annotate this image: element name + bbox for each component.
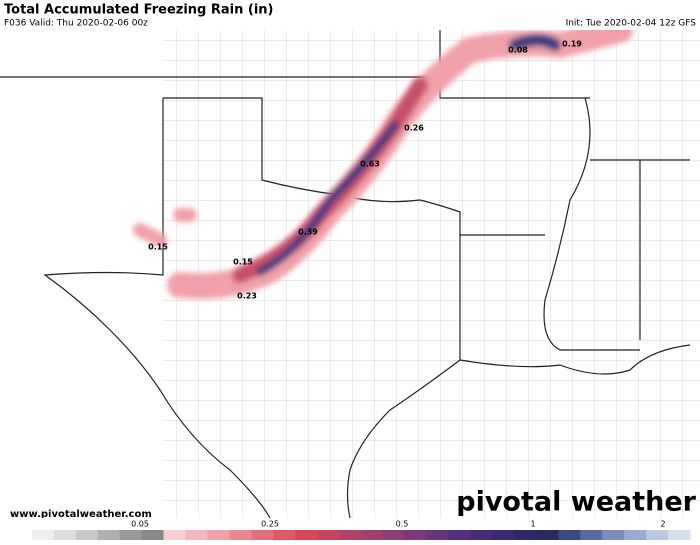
colorbar-label: 0.05 [131,520,149,529]
colorbar-segment [558,530,581,540]
colorbar-segment [470,530,494,540]
colorbar-segment [448,530,472,540]
colorbar-segment [426,530,450,540]
colorbar-segment [97,530,121,540]
colorbar-segment [514,530,537,540]
colorbar-segment [31,530,55,540]
point-label: 0.19 [562,40,582,49]
colorbar: 0.05 0.25 0.5 1 2 [10,520,691,540]
mexico-area [0,30,163,518]
colorbar-segment [602,530,625,540]
colorbar-segment [668,530,691,540]
colorbar-segment [119,530,143,540]
colorbar-segment [273,530,296,540]
colorbar-segment [75,530,99,540]
point-label: 0.63 [360,160,380,169]
colorbar-segment [646,530,669,540]
colorbar-label: 0.5 [396,520,409,529]
colorbar-segment [295,530,318,540]
point-label: 0.15 [233,258,253,267]
colorbar-segment [185,530,208,540]
colorbar-segment [163,530,186,540]
colorbar-segment [536,530,559,540]
title: Total Accumulated Freezing Rain (in) [4,3,273,18]
init-time: Init: Tue 2020-02-04 12z GFS [566,19,697,29]
colorbar-segment [141,530,165,540]
point-labels: 0.08 0.19 0.26 0.63 0.39 0.15 0.15 0.23 [148,40,582,301]
colorbar-segment [251,530,274,540]
point-label: 0.08 [508,46,528,55]
colorbar-segment [229,530,252,540]
colorbar-segment [317,530,340,540]
point-label: 0.15 [148,243,168,252]
point-label: 0.23 [237,292,257,301]
colorbar-label: 2 [660,520,665,529]
colorbar-label: 0.25 [261,520,279,529]
point-label: 0.39 [298,228,318,237]
colorbar-segment [382,530,406,540]
point-label: 0.26 [404,124,424,133]
header-bg [0,0,700,30]
colorbar-segment [53,530,77,540]
logo: pivotal weather [456,487,696,518]
colorbar-segment [339,530,362,540]
colorbar-segment [10,530,33,540]
state-borders [0,30,691,519]
colorbar-label: 1 [530,520,535,529]
colorbar-segment [580,530,603,540]
colorbar-segment [404,530,428,540]
colorbar-segment [624,530,647,540]
valid-time: F036 Valid: Thu 2020-02-06 00z [4,19,148,29]
site-url: www.pivotalweather.com [10,509,152,520]
freezing-rain-area [133,17,633,299]
colorbar-segment [492,530,516,540]
colorbar-segment [360,530,384,540]
colorbar-segment [207,530,230,540]
